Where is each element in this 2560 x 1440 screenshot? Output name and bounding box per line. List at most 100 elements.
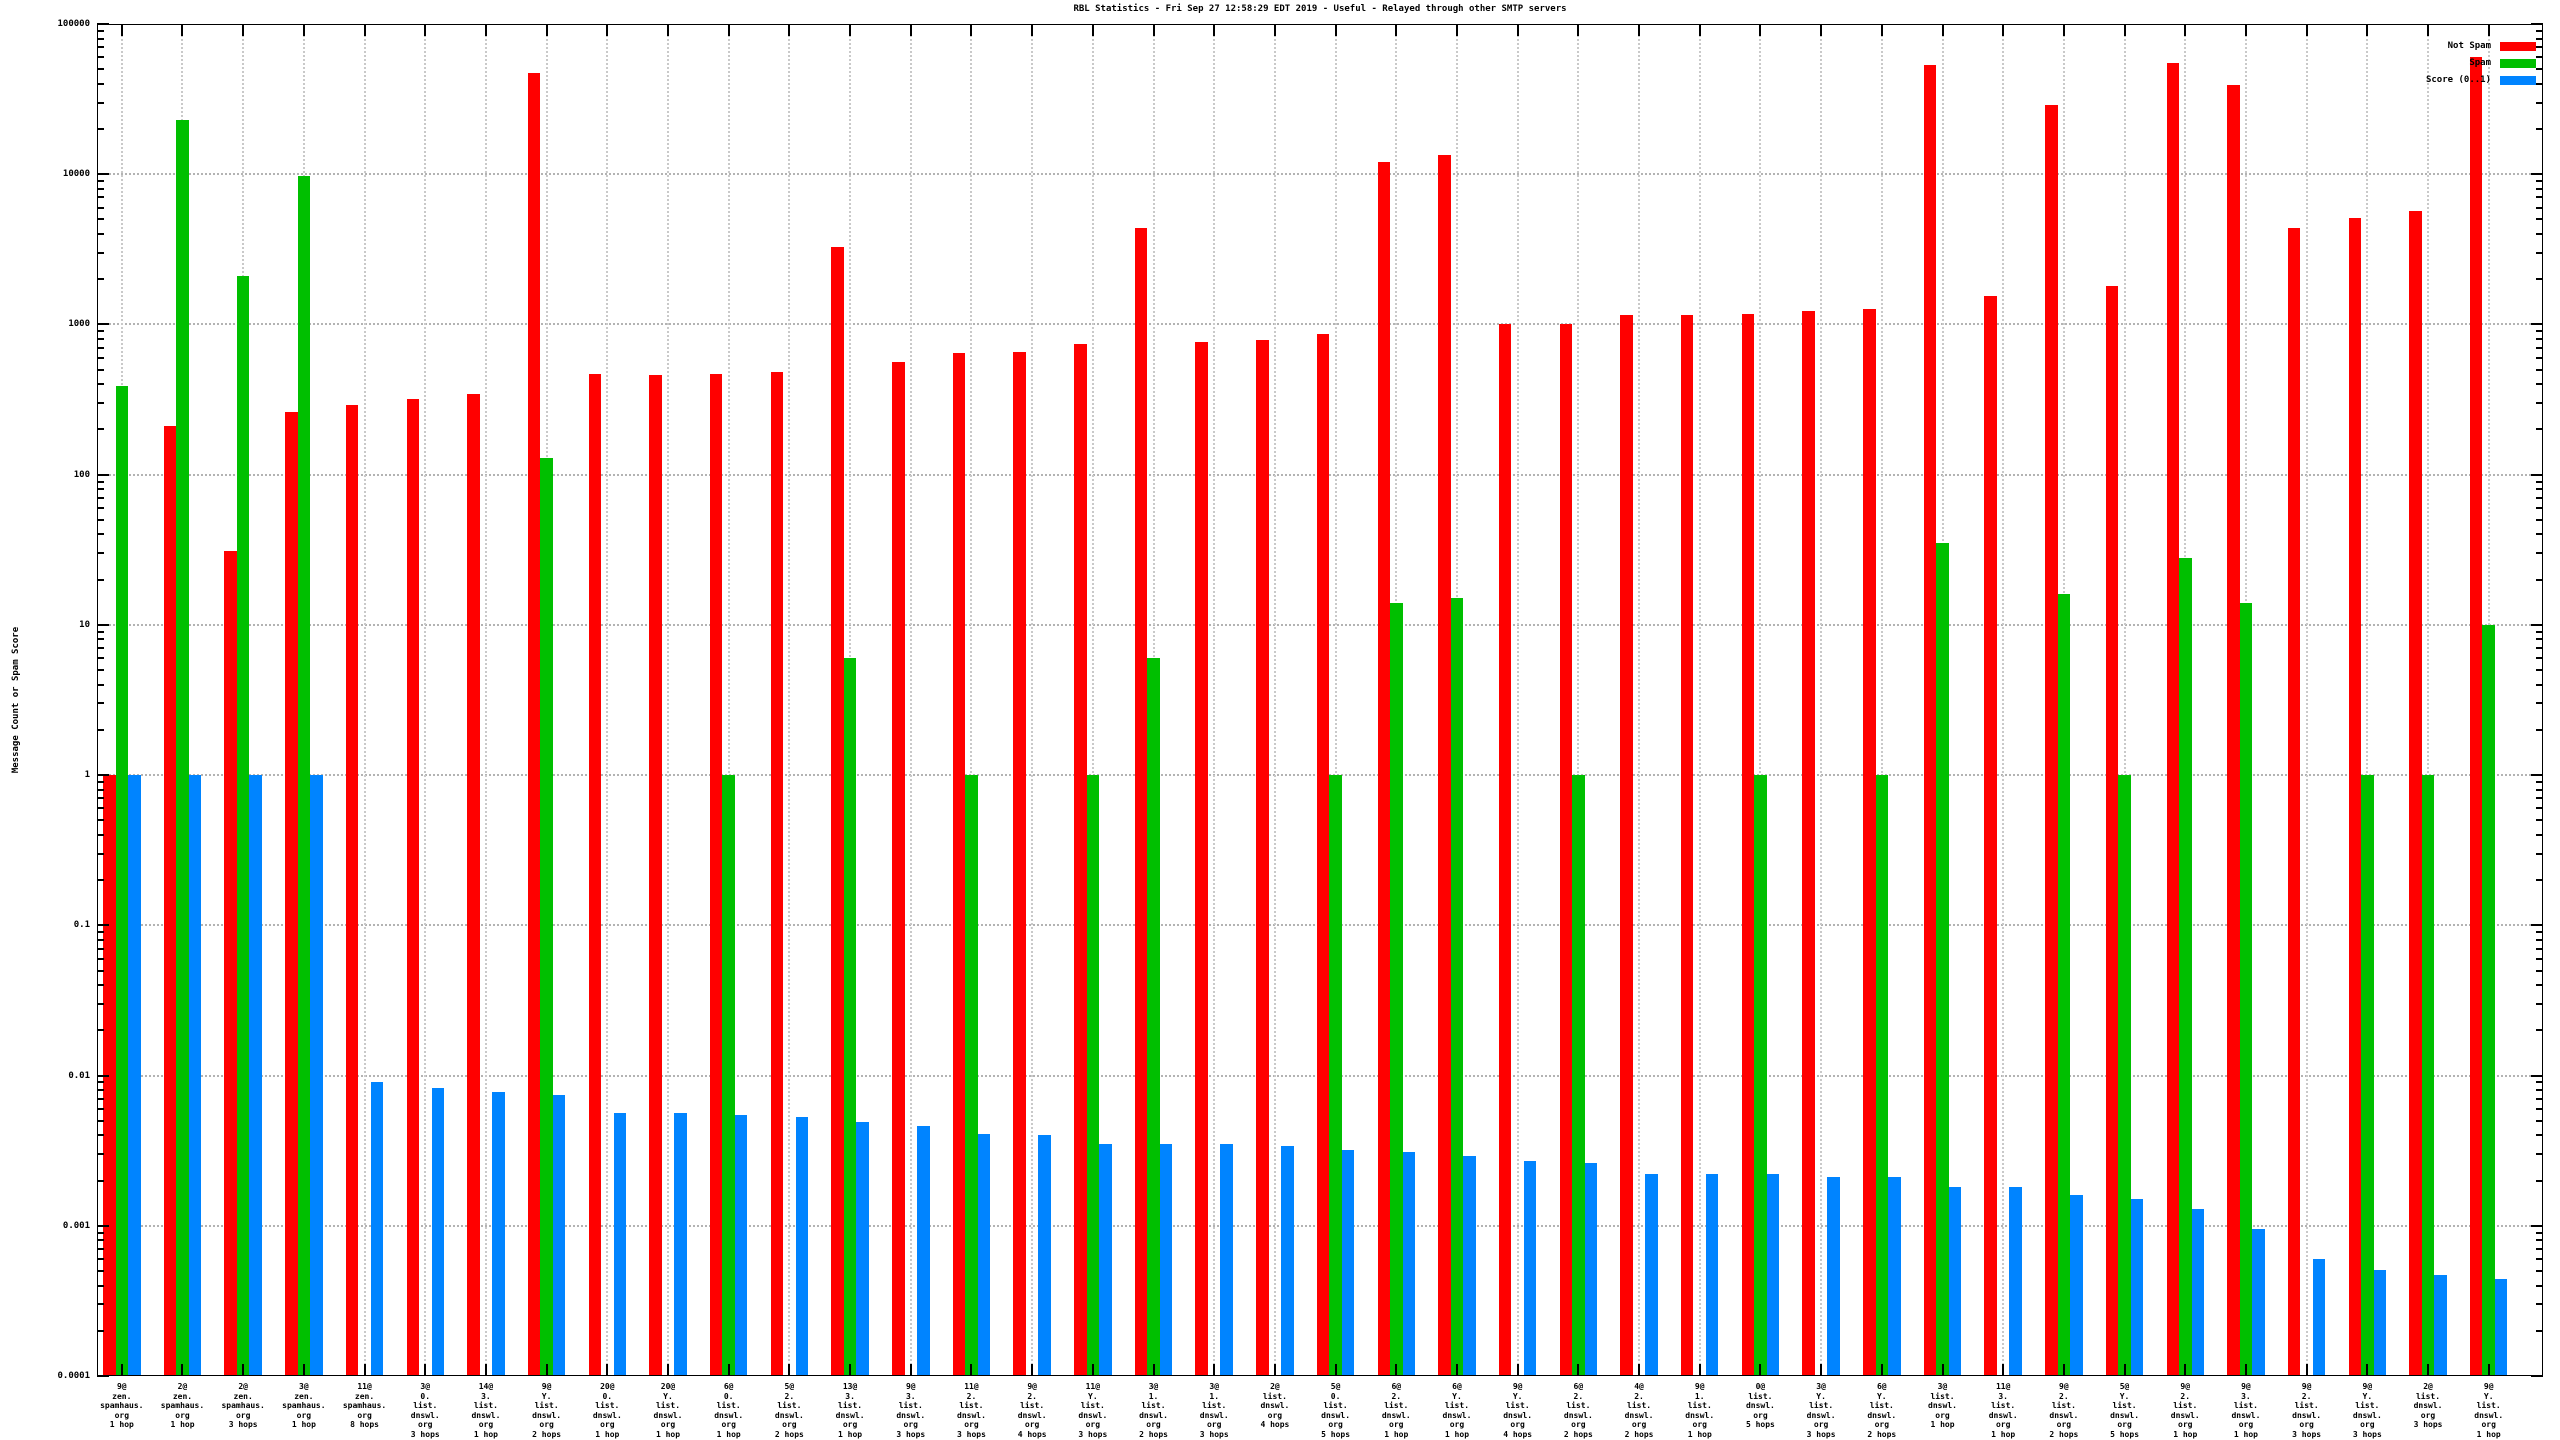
y-minor-tick (2536, 37, 2543, 40)
x-category-label: 11@ Y. list. dnswl. org 3 hops (1078, 1382, 1108, 1439)
bar-not-spam (2045, 104, 2058, 1376)
bar-score-0-1- (431, 1087, 444, 1376)
bar-not-spam (1863, 309, 1876, 1376)
x-tick (1031, 24, 1034, 36)
y-minor-tick (2536, 578, 2543, 581)
x-category-label: 3@ zen. spamhaus. org 1 hop (282, 1382, 326, 1429)
x-tick (2487, 1364, 2490, 1376)
x-tick (1638, 1364, 1641, 1376)
bar-score-0-1- (128, 775, 141, 1376)
y-minor-tick (97, 533, 104, 536)
bar-score-0-1- (2009, 1187, 2022, 1376)
y-minor-tick (97, 506, 104, 509)
x-category-label: 5@ 0. list. dnswl. org 5 hops (1321, 1382, 1351, 1439)
y-minor-tick (97, 496, 104, 499)
bar-not-spam (2469, 57, 2483, 1376)
y-minor-tick (97, 683, 104, 686)
y-major-tick (97, 173, 109, 176)
y-minor-tick (2536, 401, 2543, 404)
x-tick (1577, 24, 1580, 36)
x-tick (1213, 24, 1216, 36)
y-minor-tick (97, 278, 104, 281)
bar-not-spam (2287, 227, 2301, 1376)
bar-score-0-1- (2130, 1199, 2144, 1376)
x-tick (1880, 1364, 1883, 1376)
x-tick (1395, 24, 1398, 36)
x-category-label: 3@ 1. list. dnswl. org 2 hops (1139, 1382, 1168, 1439)
y-minor-tick (2536, 780, 2543, 783)
y-major-tick (97, 623, 109, 626)
y-minor-tick (97, 68, 104, 71)
y-minor-tick (2536, 196, 2543, 199)
bar-score-0-1- (310, 775, 323, 1376)
y-minor-tick (2536, 638, 2543, 641)
y-minor-tick (97, 1081, 104, 1084)
y-minor-tick (2536, 1097, 2543, 1100)
x-category-label: 9@ 3. list. dnswl. org 3 hops (896, 1382, 926, 1439)
bar-not-spam (285, 412, 298, 1376)
y-minor-tick (2536, 278, 2543, 281)
y-minor-tick (97, 1002, 104, 1005)
x-tick (1698, 1364, 1701, 1376)
x-tick (1455, 1364, 1458, 1376)
bar-not-spam (892, 361, 905, 1376)
bar-score-0-1- (2252, 1229, 2265, 1376)
y-minor-tick (97, 338, 104, 340)
bar-score-0-1- (977, 1133, 991, 1376)
x-tick (2305, 24, 2308, 36)
y-minor-tick (97, 383, 104, 386)
y-major-tick (97, 323, 109, 326)
gridline-v (1031, 24, 1034, 1376)
bar-spam (2239, 602, 2253, 1376)
y-minor-tick (97, 101, 104, 104)
x-tick (1213, 1364, 1216, 1376)
y-minor-tick (2536, 1329, 2543, 1332)
y-minor-tick (2536, 833, 2543, 836)
bar-not-spam (770, 372, 784, 1376)
bar-not-spam (1802, 310, 1815, 1376)
x-category-label: 9@ 2. list. dnswl. org 1 hop (2170, 1382, 2200, 1439)
x-tick (606, 24, 609, 36)
bar-not-spam (1498, 324, 1512, 1376)
gridline-v (1759, 24, 1762, 1376)
y-minor-tick (2536, 496, 2543, 499)
x-tick (424, 1364, 427, 1376)
x-tick (1820, 1364, 1823, 1376)
gridline-v (1698, 24, 1701, 1376)
x-tick (2002, 1364, 2005, 1376)
x-tick (1395, 1364, 1398, 1376)
y-minor-tick (2536, 931, 2543, 934)
x-tick (302, 24, 305, 36)
x-tick (1273, 1364, 1276, 1376)
bar-score-0-1- (370, 1082, 384, 1376)
x-tick (909, 24, 912, 36)
gridline-v (2002, 24, 2005, 1376)
y-minor-tick (97, 702, 104, 705)
y-minor-tick (97, 833, 104, 836)
y-major-tick (97, 1375, 109, 1377)
y-major-tick (2531, 473, 2543, 476)
x-category-label: 11@ 3. list. dnswl. org 1 hop (1988, 1382, 2018, 1439)
y-minor-tick (2536, 1107, 2543, 1110)
y-minor-tick (97, 37, 104, 40)
y-minor-tick (2536, 1153, 2543, 1156)
y-minor-tick (97, 251, 104, 254)
gridline-v (1516, 24, 1519, 1376)
x-tick (120, 24, 123, 36)
y-minor-tick (97, 947, 104, 950)
x-category-label: 9@ zen. spamhaus. org 1 hop (100, 1382, 144, 1429)
x-tick (849, 1364, 852, 1376)
x-tick (2123, 24, 2126, 36)
gridline-v (1334, 24, 1337, 1376)
x-tick (181, 24, 184, 36)
x-category-label: 9@ 2. list. dnswl. org 3 hops (2292, 1382, 2322, 1439)
y-major-tick (2531, 623, 2543, 626)
x-tick (788, 1364, 791, 1376)
x-category-label: 9@ Y. list. dnswl. org 2 hops (532, 1382, 562, 1439)
y-tick-label: 10 (79, 619, 90, 630)
bar-not-spam (831, 246, 844, 1376)
bar-spam (1936, 543, 1949, 1376)
y-minor-tick (97, 578, 104, 581)
bar-score-0-1- (1948, 1187, 1962, 1376)
